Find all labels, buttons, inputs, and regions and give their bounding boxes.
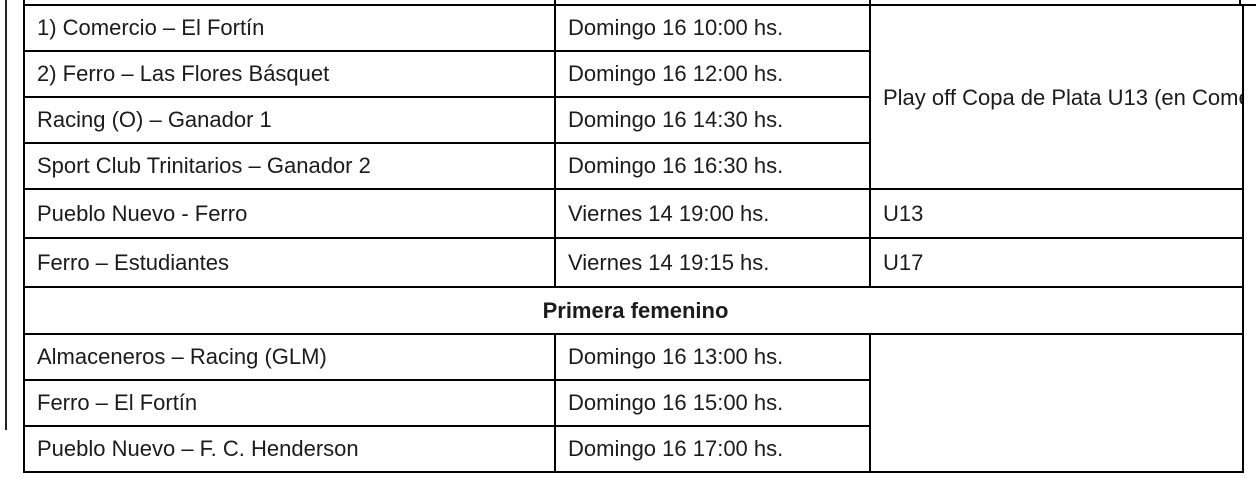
time-cell: Domingo 16 10:00 hs. — [554, 4, 871, 52]
table-row: Pueblo Nuevo – F. C. Henderson Domingo 1… — [23, 425, 1243, 473]
time-cell: Viernes 14 19:00 hs. — [554, 188, 871, 239]
time-cell: Domingo 16 14:30 hs. — [554, 96, 871, 144]
match-cell: 1) Comercio – El Fortín — [23, 4, 556, 52]
cropped-row-divider — [1239, 0, 1241, 6]
table-row: Ferro – El Fortín Domingo 16 15:00 hs. — [23, 379, 1243, 427]
fixtures-table: 1) Comercio – El Fortín Domingo 16 10:00… — [23, 4, 1244, 473]
match-cell: Ferro – El Fortín — [23, 379, 556, 427]
table-row: Almaceneros – Racing (GLM) Domingo 16 13… — [23, 333, 1244, 473]
match-cell: Pueblo Nuevo - Ferro — [23, 188, 556, 239]
page-edge-line — [5, 0, 7, 430]
match-cell: Ferro – Estudiantes — [23, 237, 556, 288]
time-cell: Domingo 16 15:00 hs. — [554, 379, 871, 427]
section-header-row: Primera femenino — [23, 286, 1244, 335]
table-row: 2) Ferro – Las Flores Básquet Domingo 16… — [23, 50, 1243, 98]
time-cell: Domingo 16 16:30 hs. — [554, 142, 871, 190]
time-cell: Domingo 16 12:00 hs. — [554, 50, 871, 98]
cropped-row-divider — [23, 0, 25, 6]
playoff-note-cell: Play off Copa de Plata U13 (en Comercio) — [869, 4, 1244, 190]
match-cell: Almaceneros – Racing (GLM) — [23, 333, 556, 381]
time-cell: Viernes 14 19:15 hs. — [554, 237, 871, 288]
cropped-row-divider — [869, 0, 871, 6]
table-row: 1) Comercio – El Fortín Domingo 16 10:00… — [23, 4, 1244, 190]
match-cell: Sport Club Trinitarios – Ganador 2 — [23, 142, 556, 190]
table-row: Ferro – Estudiantes Viernes 14 19:15 hs.… — [23, 237, 1244, 288]
table-row: Pueblo Nuevo - Ferro Viernes 14 19:00 hs… — [23, 188, 1244, 239]
table-row: Sport Club Trinitarios – Ganador 2 Domin… — [23, 142, 1243, 190]
time-cell: Domingo 16 13:00 hs. — [554, 333, 871, 381]
section-header: Primera femenino — [23, 286, 1244, 335]
category-cell: U13 — [869, 188, 1244, 239]
time-cell: Domingo 16 17:00 hs. — [554, 425, 871, 473]
femenino-note-cell — [869, 333, 1244, 473]
match-cell: Pueblo Nuevo – F. C. Henderson — [23, 425, 556, 473]
cropped-row-bottom-border — [1239, 4, 1256, 6]
table-row: Racing (O) – Ganador 1 Domingo 16 14:30 … — [23, 96, 1243, 144]
cropped-row-divider — [554, 0, 556, 6]
category-cell: U17 — [869, 237, 1244, 288]
match-cell: 2) Ferro – Las Flores Básquet — [23, 50, 556, 98]
match-cell: Racing (O) – Ganador 1 — [23, 96, 556, 144]
